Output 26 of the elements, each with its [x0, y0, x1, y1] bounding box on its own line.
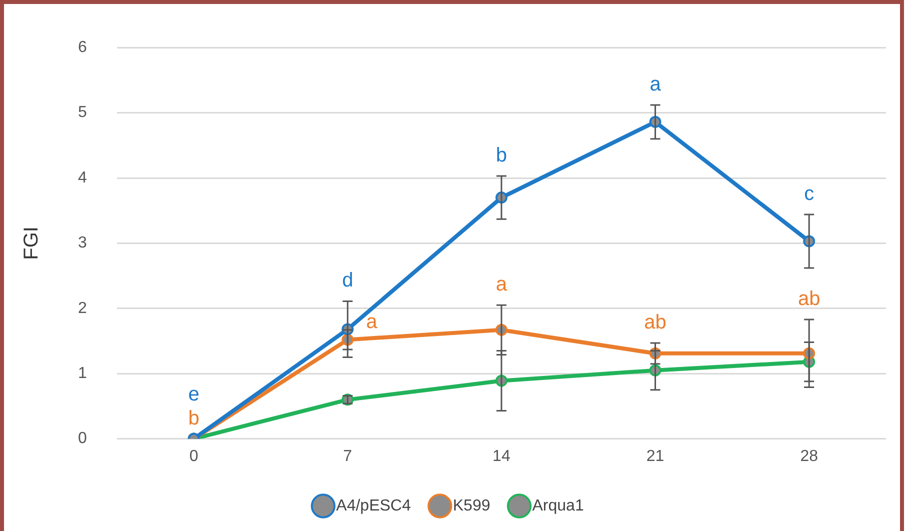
y-tick-label: 4: [78, 169, 87, 186]
annotation: ab: [644, 311, 666, 334]
legend-label: K599: [452, 497, 490, 514]
y-tick-label: 0: [78, 430, 87, 448]
annotation: c: [804, 183, 814, 206]
legend-label: A4/pESC4: [336, 497, 411, 514]
annotation: a: [496, 274, 508, 296]
annotation: b: [496, 144, 508, 167]
x-tick-label: 0: [189, 448, 198, 465]
x-tick-label: 28: [800, 448, 818, 465]
y-tick-label: 5: [78, 104, 87, 122]
annotation: b: [188, 407, 200, 430]
legend-label: Arqua1: [532, 497, 584, 514]
annotation: a: [366, 311, 378, 334]
annotation: ab: [798, 288, 820, 310]
x-tick-label: 7: [343, 448, 352, 465]
annotation: d: [342, 270, 354, 292]
y-axis-title: FGI: [20, 226, 43, 260]
annotation: e: [188, 383, 200, 406]
y-tick-label: 6: [78, 39, 87, 56]
x-tick-label: 14: [492, 448, 510, 465]
y-tick-label: 2: [78, 300, 87, 317]
y-tick-label: 3: [78, 234, 87, 252]
annotation: a: [650, 73, 662, 96]
y-tick-label: 1: [78, 365, 87, 382]
x-tick-label: 21: [646, 448, 664, 465]
